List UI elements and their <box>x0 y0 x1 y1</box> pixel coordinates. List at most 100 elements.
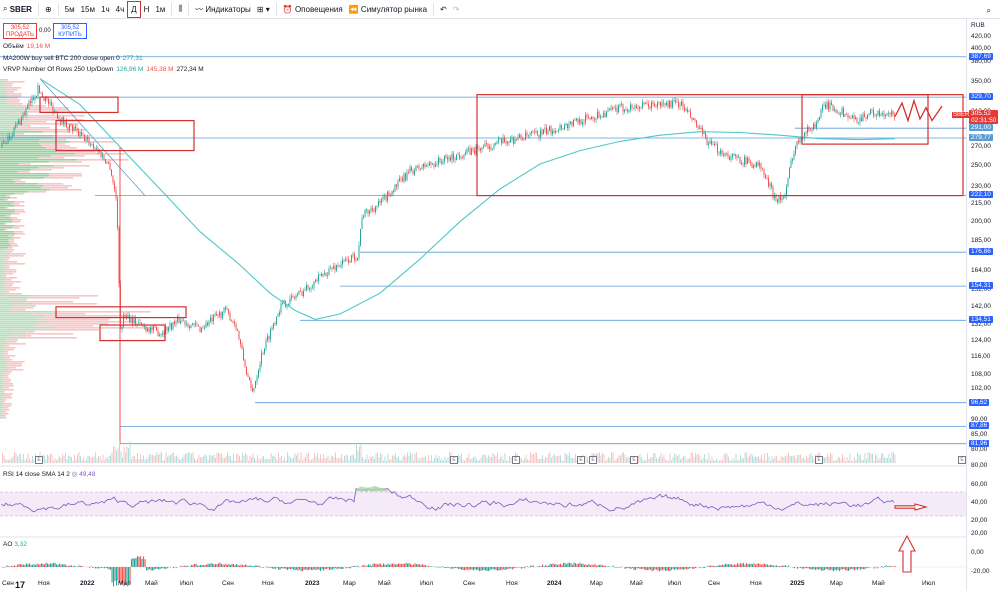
volume-profile-up-bar <box>0 257 4 259</box>
volume-bar <box>321 458 323 463</box>
candle-body <box>802 138 804 139</box>
ao-bar <box>435 567 437 568</box>
ao-bar <box>476 567 478 571</box>
candle-body <box>177 316 178 321</box>
interval-15m[interactable]: 15м <box>80 4 95 14</box>
volume-bar <box>62 453 63 463</box>
tradingview-logo[interactable]: 17 <box>15 580 26 590</box>
candle-body <box>265 340 267 349</box>
volume-bar <box>461 453 462 463</box>
earnings-marker[interactable]: E <box>577 456 585 464</box>
volume-profile-up-bar <box>0 201 15 203</box>
volume-bar <box>881 453 882 463</box>
volume-bar <box>773 458 774 463</box>
volume-bar <box>219 453 221 463</box>
buy-button[interactable]: 305,52 КУПИТЬ <box>53 23 87 39</box>
volume-bar <box>153 455 155 463</box>
time-axis[interactable]: Сен Ноя 2022 Мар Май Июл Сен Ноя 2023 Мар Май Июл Се… <box>0 577 966 591</box>
candle-body <box>531 131 532 134</box>
volume-bar <box>54 458 56 463</box>
earnings-marker[interactable]: E <box>630 456 638 464</box>
earnings-marker[interactable]: E <box>958 456 966 464</box>
interval-5m[interactable]: 5м <box>64 4 75 14</box>
volume-bar <box>150 454 152 463</box>
ma-legend[interactable]: MA200W buy sell BTC 200 close open 0 277,… <box>3 55 143 62</box>
volume-bar <box>779 460 780 463</box>
candle-body <box>558 129 559 131</box>
volume-bar <box>207 460 209 463</box>
rsi-legend[interactable]: RSI 14 close SMA 14 2 ◎ 49,48 <box>3 470 95 478</box>
sell-button[interactable]: 305,52 ПРОДАТЬ <box>3 23 37 39</box>
candle-body <box>399 178 400 182</box>
rsi-settings-icon[interactable]: ◎ <box>71 471 78 478</box>
earnings-marker[interactable]: E <box>35 456 43 464</box>
interval-1h[interactable]: 1ч <box>101 4 110 14</box>
candle-body <box>540 130 541 138</box>
candle-body <box>150 327 151 333</box>
alerts-button[interactable]: ⏰ Оповещения <box>280 1 346 18</box>
price-tick: 85,00 <box>971 430 988 438</box>
ao-bar <box>437 566 439 567</box>
ao-bar <box>45 562 47 567</box>
volume-profile-up-bar <box>0 229 5 231</box>
ao-legend[interactable]: AO 3,32 <box>3 541 27 548</box>
volume-legend[interactable]: Объём 19,16 M <box>3 43 50 50</box>
interval-day[interactable]: Д <box>127 0 141 18</box>
interval-month[interactable]: 1м <box>155 4 166 14</box>
earnings-marker[interactable]: E <box>512 456 520 464</box>
volume-bar <box>603 454 605 463</box>
replay-button[interactable]: ⏪ Симулятор рынка <box>346 1 430 18</box>
volume-bar <box>476 459 477 463</box>
ao-bar <box>230 564 232 567</box>
compare-button[interactable]: ⊕ <box>42 1 55 18</box>
earnings-marker[interactable]: E <box>589 456 597 464</box>
earnings-marker[interactable]: E <box>450 456 458 464</box>
time-tick: 2024 <box>547 580 562 587</box>
templates-button[interactable]: ⊞ ▾ <box>254 1 273 18</box>
volume-bar <box>15 452 17 463</box>
candle-body <box>723 154 724 156</box>
current-ticker-tag: SBER <box>952 112 971 119</box>
indicators-button[interactable]: 〰 Индикаторы <box>192 1 254 18</box>
volume-profile-down-bar <box>18 163 31 165</box>
ao-bar <box>294 567 296 571</box>
candle-body <box>144 326 145 327</box>
volume-profile-down-bar <box>38 167 65 169</box>
volume-bar <box>696 454 698 463</box>
candle-body <box>799 139 801 143</box>
volume-bar <box>299 459 300 463</box>
ao-bar <box>384 564 386 567</box>
candle-body <box>763 168 765 176</box>
ao-bar <box>494 567 496 570</box>
earnings-marker[interactable]: E <box>815 456 823 464</box>
candle-body <box>622 104 624 112</box>
interval-4h[interactable]: 4ч <box>115 4 125 14</box>
volume-profile-up-bar <box>0 409 4 411</box>
search-chart-button[interactable]: ⌕ <box>984 2 994 19</box>
volume-bar <box>642 460 644 463</box>
redo-button[interactable]: ↷ <box>450 1 463 18</box>
candle-body <box>498 138 499 142</box>
volume-bar <box>162 460 164 463</box>
ao-bar <box>11 565 13 567</box>
candle-body <box>465 152 466 155</box>
interval-week[interactable]: Н <box>143 4 150 14</box>
candle-body <box>883 113 885 117</box>
candle-body <box>673 100 675 102</box>
ao-bar <box>636 567 638 569</box>
undo-button[interactable]: ↶ <box>437 1 450 18</box>
chart-type-button[interactable]: ⫼ <box>175 1 185 18</box>
volume-bar <box>323 454 324 463</box>
symbol-search[interactable]: ⌕ SBER <box>0 1 35 18</box>
chart-canvas[interactable] <box>0 19 966 591</box>
ao-bar <box>704 567 706 568</box>
candle-body <box>316 279 318 282</box>
ao-bar <box>429 566 431 567</box>
volume-profile-up-bar <box>0 195 7 197</box>
candle-body <box>390 195 391 197</box>
ao-bar <box>746 562 748 567</box>
price-scale[interactable]: RUB 420,00400,00380,00350,00330,00310,00… <box>952 19 1000 591</box>
volume-bar <box>566 453 567 463</box>
volume-bar <box>243 455 245 463</box>
